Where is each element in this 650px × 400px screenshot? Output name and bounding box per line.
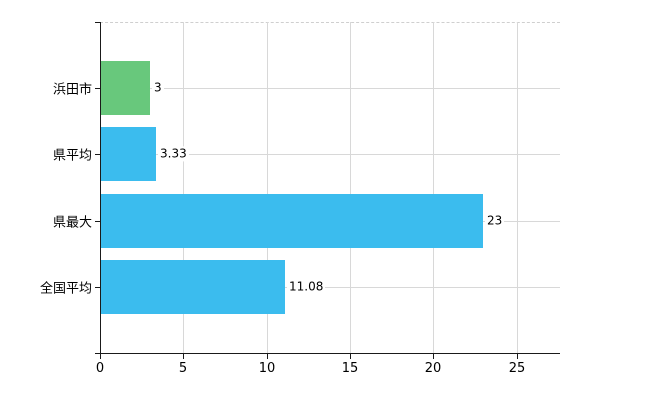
x-axis-tick-15	[350, 353, 351, 359]
x-axis-tick-label-10: 10	[258, 361, 276, 376]
gridline-vertical-10	[266, 22, 268, 353]
bar-3	[100, 260, 285, 314]
bar-value-label-2: 23	[485, 213, 505, 229]
category-label-3: 全国平均	[39, 281, 92, 297]
x-axis-tick-label-20: 20	[424, 361, 442, 376]
y-axis-tick-4	[95, 287, 100, 288]
y-axis-tick-2	[95, 154, 100, 155]
category-label-1: 県平均	[52, 148, 92, 164]
y-axis-tick-3	[95, 221, 100, 222]
x-axis-tick-label-25: 25	[508, 361, 526, 376]
gridline-horizontal-row-1	[100, 154, 560, 155]
x-axis-tick-10	[267, 353, 268, 359]
x-axis-tick-label-5: 5	[178, 361, 188, 376]
x-axis-tick-20	[433, 353, 434, 359]
gridline-vertical-20	[433, 22, 435, 353]
gridline-vertical-25	[516, 22, 518, 353]
bar-0	[100, 61, 150, 115]
gridline-horizontal-row-0	[100, 88, 560, 89]
x-axis-tick-label-0: 0	[95, 361, 105, 376]
y-axis-tick-5	[95, 353, 100, 354]
bar-2	[100, 194, 483, 248]
y-axis-tick-0	[95, 22, 100, 23]
bar-value-label-3: 11.08	[287, 279, 326, 295]
x-axis-line	[100, 353, 560, 354]
gridline-vertical-15	[350, 22, 351, 353]
gridline-horizontal-row-3	[100, 287, 560, 288]
x-axis-tick-label-15: 15	[341, 361, 359, 376]
category-label-0: 浜田市	[52, 82, 92, 98]
plot-top-border	[100, 22, 560, 23]
gridline-vertical-5	[183, 22, 185, 353]
x-axis-tick-25	[517, 353, 518, 359]
bar-1	[100, 127, 156, 181]
y-axis-tick-1	[95, 88, 100, 89]
y-axis-line	[100, 22, 101, 353]
bar-value-label-0: 3	[152, 80, 164, 96]
bar-value-label-1: 3.33	[158, 146, 189, 162]
x-axis-tick-5	[183, 353, 184, 359]
x-axis-tick-0	[100, 353, 101, 359]
plot-area: 3 3.33 23 11.08	[100, 22, 560, 353]
category-label-2: 県最大	[52, 215, 92, 231]
